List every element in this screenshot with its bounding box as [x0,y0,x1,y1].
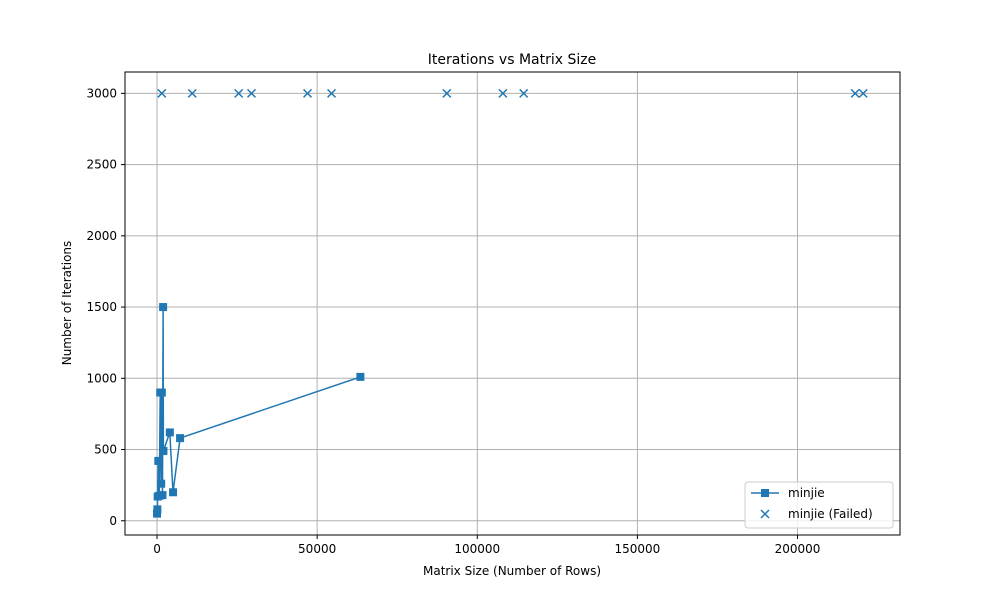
legend-square-marker [761,489,769,497]
y-tick-label: 500 [94,443,117,457]
x-tick-label: 150000 [614,542,660,556]
data-point-square [154,456,163,465]
data-point-failed-x [187,88,197,98]
plot-frame [124,71,901,536]
grid-layer [125,72,900,535]
y-axis-label: Number of Iterations [60,241,74,366]
tick-layer: 0 50000 100000 150000 200000 0 500 1000 1500 2000… [86,86,820,556]
y-tick-label: 0 [109,514,117,528]
data-point-failed-x [327,88,337,98]
x-tick-label: 0 [153,542,161,556]
data-point-failed-x [850,88,860,98]
series-layer [153,88,868,518]
y-tick-label: 2000 [86,229,117,243]
data-point-square [165,428,174,437]
data-point-failed-x [442,88,452,98]
data-point-failed-x [498,88,508,98]
data-point-failed-x [303,88,313,98]
legend-box [744,481,894,529]
data-point-square [176,434,185,443]
x-axis-label: Matrix Size (Number of Rows) [423,564,601,578]
legend-label-minjie-failed: minjie (Failed) [788,507,873,521]
data-point-square [159,303,168,312]
x-tick-label: 200000 [775,542,821,556]
legend-x-marker [760,509,770,519]
chart-title: Iterations vs Matrix Size [428,52,596,68]
x-tick-label: 100000 [454,542,500,556]
data-point-failed-x [157,88,167,98]
data-point-square [159,446,168,455]
legend-label-minjie: minjie [788,486,825,500]
legend: minjie minjie (Failed) [744,481,894,529]
data-point-square [158,491,167,500]
y-tick-label: 1000 [86,371,117,385]
y-tick-label: 3000 [86,86,117,100]
data-point-square [356,372,365,381]
plot-background [125,72,900,535]
y-tick-label: 2500 [86,158,117,172]
data-point-square [157,388,166,397]
data-point-square [153,509,162,518]
data-point-failed-x [234,88,244,98]
data-point-failed-x [519,88,529,98]
x-tick-label: 50000 [298,542,336,556]
data-point-square [153,505,162,514]
data-point-failed-x [246,88,257,98]
y-tick-label: 1500 [86,300,117,314]
data-point-square [157,479,166,488]
data-point-failed-x [858,88,868,98]
data-point-square [169,488,178,497]
